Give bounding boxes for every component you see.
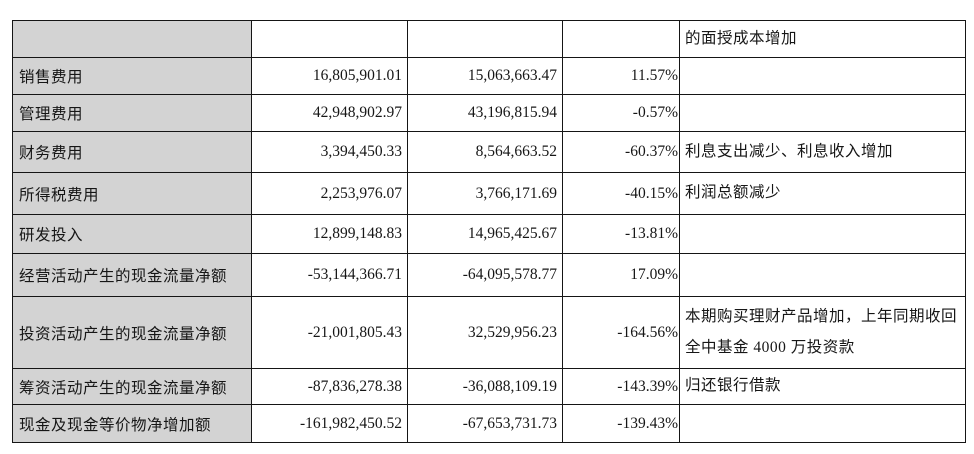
remark-cell	[679, 214, 966, 254]
row-label-cell: 经营活动产生的现金流量净额	[12, 253, 252, 297]
row-label-cell: 财务费用	[12, 131, 252, 173]
current-amount-cell: -53,144,366.71	[251, 253, 408, 297]
table-row: 销售费用 16,805,901.01 15,063,663.47 11.57%	[12, 57, 966, 95]
remark-cell: 归还银行借款	[679, 368, 966, 405]
remark-cell: 利息支出减少、利息收入增加	[679, 131, 966, 173]
table-row: 管理费用 42,948,902.97 43,196,815.94 -0.57%	[12, 94, 966, 132]
prior-amount-cell: -36,088,109.19	[407, 368, 563, 405]
row-label-cell: 投资活动产生的现金流量净额	[12, 296, 252, 369]
prior-amount-cell: -67,653,731.73	[407, 404, 563, 443]
remark-cell: 本期购买理财产品增加，上年同期收回全中基金 4000 万投资款	[679, 296, 966, 369]
prior-amount-cell: 8,564,663.52	[407, 131, 563, 173]
current-amount-cell	[251, 20, 408, 58]
current-amount-cell: -161,982,450.52	[251, 404, 408, 443]
table-row: 所得税费用 2,253,976.07 3,766,171.69 -40.15% …	[12, 172, 966, 215]
current-amount-cell: 2,253,976.07	[251, 172, 408, 215]
table-row-header-fragment: 的面授成本增加	[12, 20, 966, 58]
current-amount-cell: 3,394,450.33	[251, 131, 408, 173]
row-label-cell: 所得税费用	[12, 172, 252, 215]
prior-amount-cell: 3,766,171.69	[407, 172, 563, 215]
table-row: 财务费用 3,394,450.33 8,564,663.52 -60.37% 利…	[12, 131, 966, 173]
remark-cell: 的面授成本增加	[679, 20, 966, 58]
table-row: 现金及现金等价物净增加额 -161,982,450.52 -67,653,731…	[12, 404, 966, 443]
change-percent-cell	[562, 20, 680, 58]
table-row: 筹资活动产生的现金流量净额 -87,836,278.38 -36,088,109…	[12, 368, 966, 405]
row-label-cell: 研发投入	[12, 214, 252, 254]
row-label-cell: 现金及现金等价物净增加额	[12, 404, 252, 443]
row-label-cell: 销售费用	[12, 57, 252, 95]
table-row: 研发投入 12,899,148.83 14,965,425.67 -13.81%	[12, 214, 966, 254]
change-percent-cell: -143.39%	[562, 368, 680, 405]
remark-cell	[679, 94, 966, 132]
table-row: 经营活动产生的现金流量净额 -53,144,366.71 -64,095,578…	[12, 253, 966, 297]
prior-amount-cell: 43,196,815.94	[407, 94, 563, 132]
financial-items-table-body: 的面授成本增加 销售费用 16,805,901.01 15,063,663.47…	[12, 20, 966, 443]
table-row: 投资活动产生的现金流量净额 -21,001,805.43 32,529,956.…	[12, 296, 966, 369]
row-label-cell: 筹资活动产生的现金流量净额	[12, 368, 252, 405]
current-amount-cell: 42,948,902.97	[251, 94, 408, 132]
remark-cell: 利润总额减少	[679, 172, 966, 215]
current-amount-cell: 12,899,148.83	[251, 214, 408, 254]
change-percent-cell: -13.81%	[562, 214, 680, 254]
change-percent-cell: -164.56%	[562, 296, 680, 369]
change-percent-cell: -60.37%	[562, 131, 680, 173]
change-percent-cell: -139.43%	[562, 404, 680, 443]
change-percent-cell: -40.15%	[562, 172, 680, 215]
remark-cell	[679, 404, 966, 443]
prior-amount-cell: -64,095,578.77	[407, 253, 563, 297]
remark-cell	[679, 253, 966, 297]
prior-amount-cell: 15,063,663.47	[407, 57, 563, 95]
change-percent-cell: 11.57%	[562, 57, 680, 95]
remark-cell	[679, 57, 966, 95]
current-amount-cell: 16,805,901.01	[251, 57, 408, 95]
current-amount-cell: -21,001,805.43	[251, 296, 408, 369]
financial-items-table: 的面授成本增加 销售费用 16,805,901.01 15,063,663.47…	[12, 20, 966, 443]
prior-amount-cell: 14,965,425.67	[407, 214, 563, 254]
change-percent-cell: 17.09%	[562, 253, 680, 297]
row-label-cell: 管理费用	[12, 94, 252, 132]
current-amount-cell: -87,836,278.38	[251, 368, 408, 405]
prior-amount-cell	[407, 20, 563, 58]
row-label-cell	[12, 20, 252, 58]
change-percent-cell: -0.57%	[562, 94, 680, 132]
prior-amount-cell: 32,529,956.23	[407, 296, 563, 369]
